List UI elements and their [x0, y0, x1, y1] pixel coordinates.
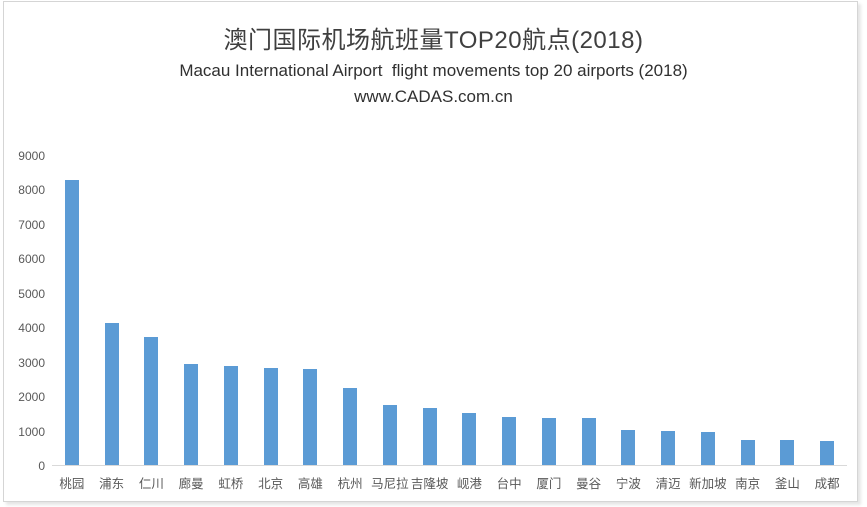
bar-column: 吉隆坡 [410, 156, 450, 491]
bar-宁波 [621, 429, 636, 465]
bar-column: 南京 [728, 156, 768, 491]
y-axis-tick-label: 2000 [18, 390, 45, 405]
plot-area: 桃园 浦东 仁川 廊曼 虹桥 北京 高雄 杭州 马尼拉 吉隆坡 岘港 台中 厦门 曼谷 宁波 清迈 新加坡 南京釜… [52, 156, 847, 491]
bar-浦东 [104, 322, 119, 465]
bar-北京 [263, 367, 278, 465]
y-axis-tick-label: 0 [38, 459, 45, 473]
bar-column: 台中 [489, 156, 529, 491]
website-watermark: www.CADAS.com.cn [354, 87, 513, 106]
y-axis-tick-label: 9000 [18, 149, 45, 163]
bar-虹桥 [223, 366, 238, 465]
bar-清迈 [661, 430, 676, 465]
bar-杭州 [343, 387, 358, 465]
y-axis-tick-label: 6000 [18, 252, 45, 267]
bar-岘港 [462, 412, 477, 465]
bar-釜山 [780, 440, 795, 465]
bar-台中 [502, 416, 517, 465]
x-axis-category-label: 虹桥 [218, 477, 244, 491]
bar-新加坡 [700, 432, 715, 465]
bar-厦门 [541, 418, 556, 465]
y-axis-tick-label: 7000 [18, 217, 45, 232]
bar-column: 釜山 [768, 156, 808, 491]
bar-马尼拉 [382, 404, 397, 465]
bar-column: 岘港 [450, 156, 490, 491]
x-axis-category-label: 岘港 [456, 477, 482, 491]
x-axis-category-label: 成都 [814, 477, 840, 491]
bar-column: 虹桥 [211, 156, 251, 491]
chart-title-en: Macau International Airport flight movem… [179, 61, 688, 80]
bar-吉隆坡 [422, 408, 437, 465]
y-axis: 0 1000 2000 3000 4000 5000 6000 7000 8000 9000 [0, 150, 45, 472]
x-axis-category-label: 北京 [258, 477, 284, 491]
chart-title-zh: 澳门国际机场航班量TOP20航点(2018) [223, 27, 644, 54]
x-axis-category-label: 高雄 [297, 477, 323, 491]
bar-column: 杭州 [330, 156, 370, 491]
y-axis-tick-label: 8000 [18, 183, 45, 198]
x-axis-category-label: 宁波 [615, 477, 641, 491]
bar-桃园 [64, 180, 79, 465]
x-axis-category-label: 清迈 [655, 477, 681, 491]
y-axis-tick-label: 1000 [18, 424, 45, 439]
bar-column: 桃园 [52, 156, 92, 491]
bar-column: 曼谷 [569, 156, 609, 491]
y-axis-tick-label: 3000 [18, 355, 45, 370]
bar-column: 新加坡 [688, 156, 728, 491]
x-axis-category-label: 桃园 [59, 477, 85, 491]
bar-column: 马尼拉 [370, 156, 410, 491]
bar-column: 仁川 [132, 156, 172, 491]
x-axis-category-label: 杭州 [337, 477, 363, 491]
x-axis-category-label: 马尼拉 [371, 477, 409, 491]
y-axis-tick-label: 5000 [18, 286, 45, 301]
x-axis-category-label: 南京 [735, 477, 761, 491]
bar-廊曼 [184, 363, 199, 465]
x-axis-category-label: 浦东 [99, 477, 125, 491]
x-axis-category-label: 新加坡 [689, 477, 727, 491]
bar-column: 廊曼 [171, 156, 211, 491]
x-axis-category-label: 厦门 [536, 477, 562, 491]
x-axis-category-label: 台中 [496, 477, 522, 491]
bar-成都 [820, 440, 835, 465]
bar-仁川 [144, 336, 159, 465]
bar-column: 浦东 [92, 156, 132, 491]
bar-column: 北京 [251, 156, 291, 491]
x-axis-category-label: 釜山 [774, 477, 800, 491]
bar-column: 成都 [807, 156, 847, 491]
bar-南京 [740, 439, 755, 465]
x-axis-category-label: 仁川 [138, 477, 164, 491]
bar-column: 高雄 [291, 156, 331, 491]
bar-column: 厦门 [529, 156, 569, 491]
bar-column: 宁波 [609, 156, 649, 491]
bar-column: 清迈 [648, 156, 688, 491]
x-axis-category-label: 吉隆坡 [410, 477, 449, 491]
x-axis-category-label: 曼谷 [576, 477, 602, 491]
bar-高雄 [303, 368, 318, 465]
x-axis-category-label: 廊曼 [178, 477, 204, 491]
y-axis-tick-label: 4000 [18, 321, 45, 336]
bar-曼谷 [581, 417, 596, 465]
